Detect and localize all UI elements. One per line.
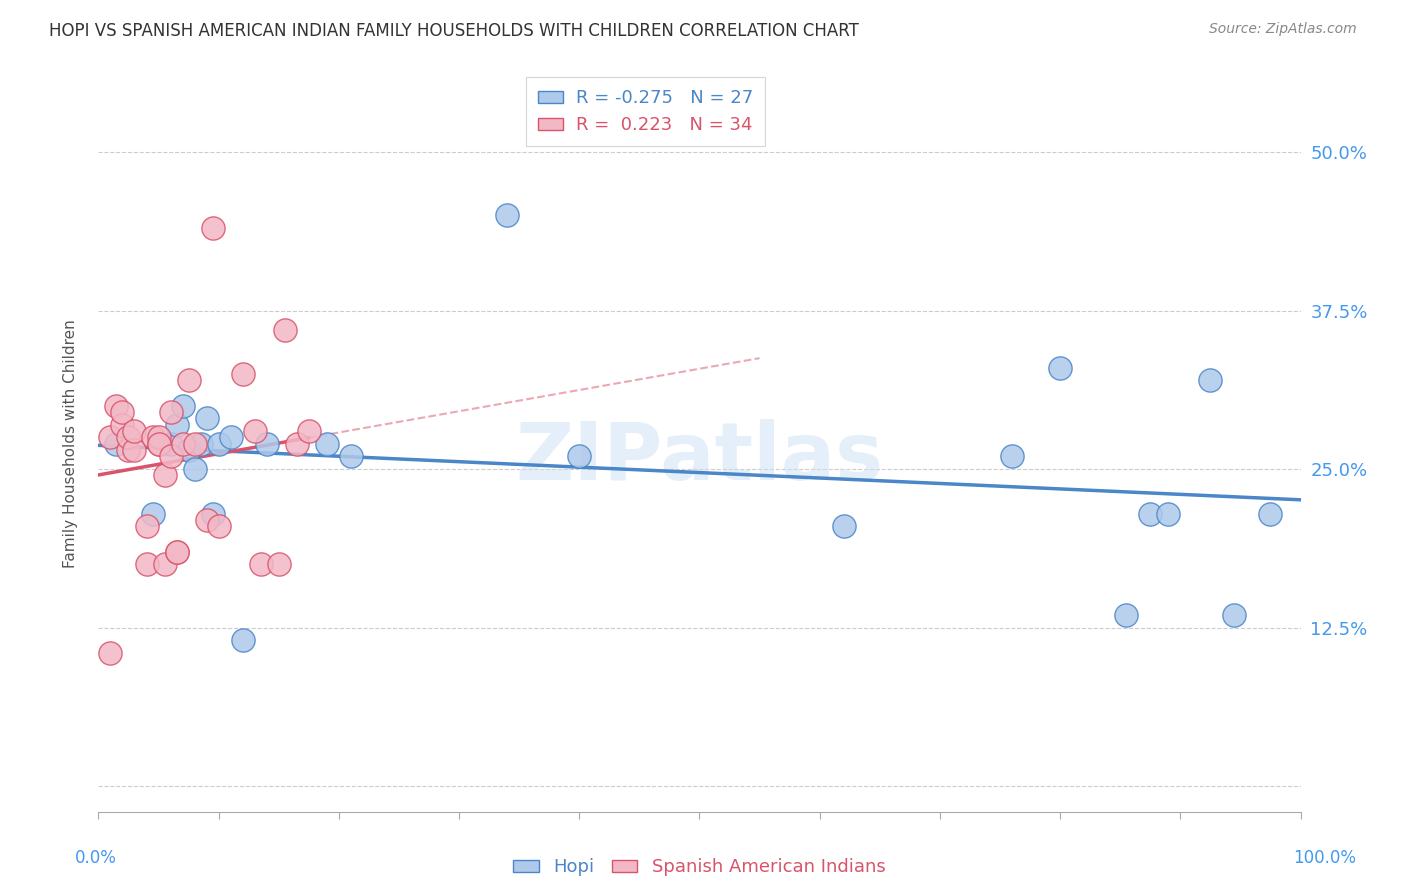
Point	[177, 443, 200, 458]
Point	[243, 424, 266, 438]
Point	[159, 450, 181, 464]
Point	[208, 519, 231, 533]
Point	[148, 436, 170, 450]
Point	[166, 544, 188, 558]
Text: 0.0%: 0.0%	[75, 849, 117, 867]
Point	[166, 417, 188, 432]
Point	[100, 430, 122, 444]
Legend: Hopi, Spanish American Indians: Hopi, Spanish American Indians	[506, 851, 893, 884]
Point	[285, 436, 308, 450]
Point	[111, 417, 134, 432]
Point	[232, 367, 254, 381]
Point	[117, 430, 139, 444]
Point	[159, 436, 181, 450]
Text: Source: ZipAtlas.com: Source: ZipAtlas.com	[1209, 22, 1357, 37]
Point	[183, 436, 205, 450]
Point	[159, 405, 181, 419]
Point	[208, 436, 231, 450]
Point	[141, 507, 163, 521]
Point	[135, 558, 157, 572]
Point	[117, 443, 139, 458]
Point	[256, 436, 278, 450]
Point	[195, 411, 218, 425]
Text: 100.0%: 100.0%	[1294, 849, 1355, 867]
Point	[1223, 608, 1246, 623]
Y-axis label: Family Households with Children: Family Households with Children	[63, 319, 77, 568]
Point	[249, 558, 271, 572]
Point	[274, 322, 297, 336]
Point	[1139, 507, 1161, 521]
Point	[105, 436, 128, 450]
Point	[496, 208, 519, 222]
Point	[201, 221, 224, 235]
Text: ZIPatlas: ZIPatlas	[516, 419, 883, 498]
Point	[315, 436, 337, 450]
Point	[172, 399, 194, 413]
Point	[832, 519, 855, 533]
Point	[195, 513, 218, 527]
Point	[190, 436, 212, 450]
Point	[267, 558, 290, 572]
Point	[568, 450, 591, 464]
Point	[201, 507, 224, 521]
Point	[105, 399, 128, 413]
Point	[135, 519, 157, 533]
Point	[183, 462, 205, 476]
Point	[166, 544, 188, 558]
Point	[340, 450, 363, 464]
Point	[219, 430, 242, 444]
Point	[1049, 360, 1071, 375]
Point	[1260, 507, 1282, 521]
Point	[1157, 507, 1180, 521]
Point	[232, 633, 254, 648]
Text: HOPI VS SPANISH AMERICAN INDIAN FAMILY HOUSEHOLDS WITH CHILDREN CORRELATION CHAR: HOPI VS SPANISH AMERICAN INDIAN FAMILY H…	[49, 22, 859, 40]
Point	[124, 424, 146, 438]
Point	[1115, 608, 1137, 623]
Point	[153, 558, 176, 572]
Point	[100, 646, 122, 660]
Point	[1001, 450, 1024, 464]
Point	[177, 373, 200, 387]
Point	[141, 430, 163, 444]
Point	[148, 430, 170, 444]
Point	[148, 436, 170, 450]
Point	[111, 405, 134, 419]
Point	[1199, 373, 1222, 387]
Point	[124, 443, 146, 458]
Point	[172, 436, 194, 450]
Point	[153, 468, 176, 483]
Point	[298, 424, 321, 438]
